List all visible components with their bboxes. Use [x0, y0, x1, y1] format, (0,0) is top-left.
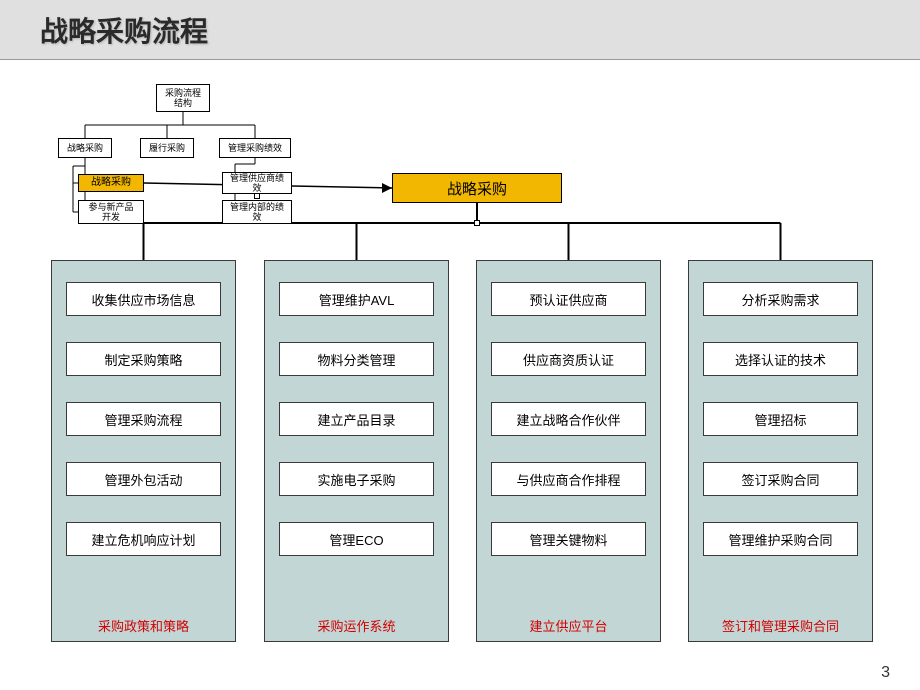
leaf-1-0: 管理维护AVL	[279, 282, 434, 316]
panel-label-2: 建立供应平台	[476, 616, 661, 635]
leaf-1-3: 实施电子采购	[279, 462, 434, 496]
page-number: 3	[881, 664, 890, 682]
tree-left-child-0: 战略采购	[78, 174, 144, 192]
leaf-1-4: 管理ECO	[279, 522, 434, 556]
tree-marker-icon	[254, 193, 260, 199]
tree-right-child-0: 管理供应商绩 效	[222, 172, 292, 194]
leaf-2-3: 与供应商合作排程	[491, 462, 646, 496]
leaf-2-1: 供应商资质认证	[491, 342, 646, 376]
leaf-1-2: 建立产品目录	[279, 402, 434, 436]
canvas: 采购流程 结构战略采购履行采购管理采购绩效战略采购参与新产品 开发管理供应商绩 …	[0, 60, 920, 690]
leaf-0-4: 建立危机响应计划	[66, 522, 221, 556]
leaf-3-3: 签订采购合同	[703, 462, 858, 496]
panel-2	[476, 260, 661, 642]
tree-row1-0: 战略采购	[58, 138, 112, 158]
tree-row1-2: 管理采购绩效	[219, 138, 291, 158]
leaf-0-1: 制定采购策略	[66, 342, 221, 376]
junction-marker-icon	[474, 220, 480, 226]
leaf-1-1: 物料分类管理	[279, 342, 434, 376]
panel-1	[264, 260, 449, 642]
leaf-0-2: 管理采购流程	[66, 402, 221, 436]
leaf-2-0: 预认证供应商	[491, 282, 646, 316]
page-title: 战略采购流程	[40, 10, 208, 50]
leaf-3-1: 选择认证的技术	[703, 342, 858, 376]
leaf-2-4: 管理关键物料	[491, 522, 646, 556]
tree-right-child-1: 管理内部的绩 效	[222, 200, 292, 224]
tree-left-child-1: 参与新产品 开发	[78, 200, 144, 224]
panel-0	[51, 260, 236, 642]
tree-row1-1: 履行采购	[140, 138, 194, 158]
panel-label-1: 采购运作系统	[264, 616, 449, 635]
panel-label-0: 采购政策和策略	[51, 616, 236, 635]
leaf-0-0: 收集供应市场信息	[66, 282, 221, 316]
leaf-3-2: 管理招标	[703, 402, 858, 436]
leaf-3-0: 分析采购需求	[703, 282, 858, 316]
panel-label-3: 签订和管理采购合同	[688, 616, 873, 635]
tree-root: 采购流程 结构	[156, 84, 210, 112]
leaf-2-2: 建立战略合作伙伴	[491, 402, 646, 436]
leaf-3-4: 管理维护采购合同	[703, 522, 858, 556]
panel-3	[688, 260, 873, 642]
center-node: 战略采购	[392, 173, 562, 203]
leaf-0-3: 管理外包活动	[66, 462, 221, 496]
header-bar: 战略采购流程	[0, 0, 920, 60]
